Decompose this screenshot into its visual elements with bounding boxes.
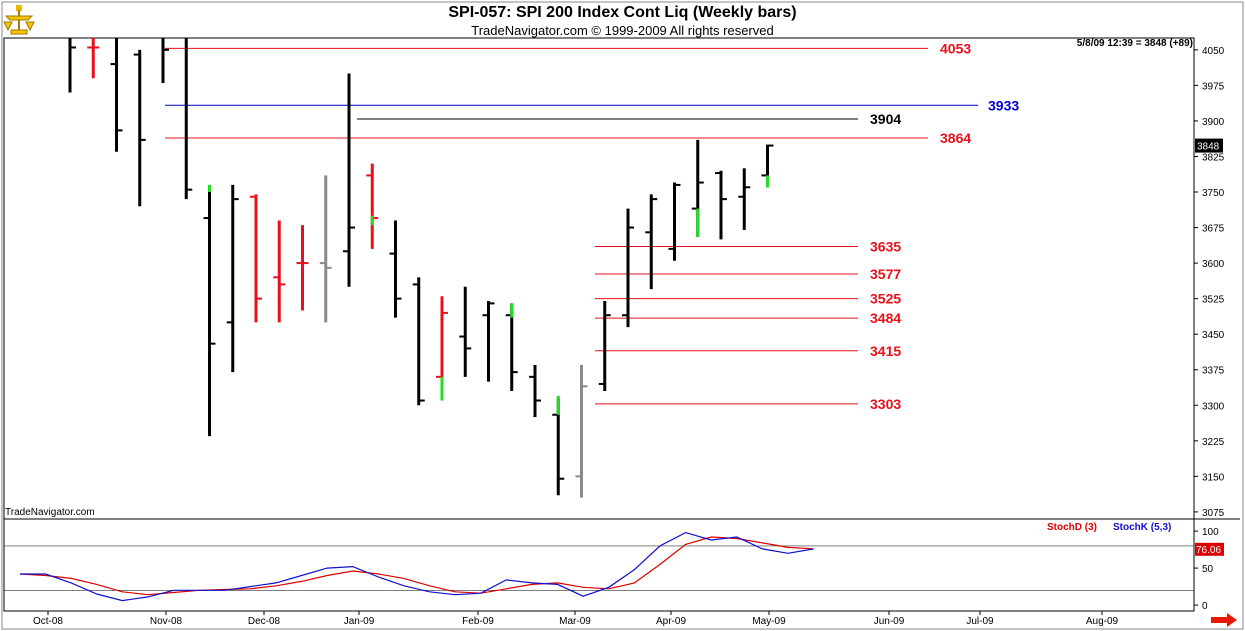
- date-tick-label: Dec-08: [248, 616, 281, 627]
- stoch-lines: [19, 531, 814, 602]
- level-label: 3484: [870, 310, 901, 326]
- stoch-tick-label: 50: [1202, 564, 1214, 575]
- plot-border: [3, 37, 1195, 612]
- price-tick-label: 3450: [1202, 330, 1225, 341]
- price-tick-label: 3225: [1202, 437, 1225, 448]
- tradenavigator-logo-icon: [2, 2, 36, 36]
- level-label: 3303: [870, 396, 901, 412]
- date-tick-label: Nov-08: [150, 616, 183, 627]
- level-label: 3635: [870, 239, 901, 255]
- ohlc-bars: [68, 38, 774, 498]
- price-tick-label: 3975: [1202, 81, 1225, 92]
- level-lines: 4053 3933 3904 3864 3635 3577 3525 3484 3415 3303: [165, 40, 1019, 412]
- date-axis: Oct-08 Nov-08 Dec-08 Jan-09 Feb-09 Mar-09 Apr-…: [33, 611, 1119, 627]
- level-label: 3415: [870, 343, 901, 359]
- date-tick-label: Oct-08: [33, 616, 63, 627]
- date-tick-label: Feb-09: [462, 616, 494, 627]
- chart-title: SPI-057: SPI 200 Index Cont Liq (Weekly …: [448, 4, 797, 21]
- date-tick-label: Aug-09: [1086, 616, 1119, 627]
- level-label: 3525: [870, 291, 901, 307]
- price-tick-label: 3300: [1202, 401, 1225, 412]
- level-label: 3864: [940, 130, 971, 146]
- price-tick-label: 3600: [1202, 259, 1225, 270]
- price-tick-label: 3075: [1202, 508, 1225, 519]
- stochk-legend: StochK (5,3): [1113, 522, 1172, 533]
- stoch-last-label: 76.06: [1196, 545, 1221, 556]
- last-price-label: 3848: [1197, 142, 1220, 153]
- level-label: 3904: [870, 111, 901, 127]
- stoch-last-box: [1195, 542, 1224, 556]
- stochd-legend: StochD (3): [1047, 522, 1097, 533]
- level-label: 4053: [940, 40, 971, 56]
- stoch-series-line: [20, 531, 814, 602]
- price-tick-label: 3675: [1202, 224, 1225, 235]
- date-tick-label: Apr-09: [656, 616, 686, 627]
- watermark-label: TradeNavigator.com: [5, 507, 95, 518]
- date-tick-label: Mar-09: [559, 616, 591, 627]
- price-tick-label: 3525: [1202, 295, 1225, 306]
- price-tick-label: 3375: [1202, 366, 1225, 377]
- price-tick-label: 3150: [1202, 472, 1225, 483]
- date-tick-label: May-09: [752, 616, 786, 627]
- stoch-axis: 0 50 100 76.06: [4, 527, 1224, 612]
- price-tick-label: 3750: [1202, 188, 1225, 199]
- last-price-box: [1195, 138, 1223, 153]
- level-label: 3577: [870, 266, 901, 282]
- date-tick-label: Jul-09: [966, 616, 994, 627]
- price-axis: 3075 3150 3225 3300 3375 3450 3525 3600 3675 3750…: [1194, 46, 1225, 519]
- price-tick-label: 3825: [1202, 152, 1225, 163]
- date-tick-label: Jun-09: [874, 616, 905, 627]
- level-label: 3933: [988, 97, 1019, 113]
- scroll-right-arrow-icon[interactable]: [1211, 613, 1237, 627]
- stoch-tick-label: 100: [1202, 527, 1219, 538]
- price-tick-label: 3900: [1202, 117, 1225, 128]
- price-tick-label: 4050: [1202, 46, 1225, 57]
- stoch-tick-label: 0: [1202, 601, 1208, 612]
- stoch-series-line: [19, 536, 814, 596]
- date-tick-label: Jan-09: [344, 616, 375, 627]
- last-price-stamp: 5/8/09 12:39 = 3848 (+89): [1076, 38, 1193, 49]
- chart-subtitle: TradeNavigator.com © 1999-2009 All right…: [471, 23, 774, 38]
